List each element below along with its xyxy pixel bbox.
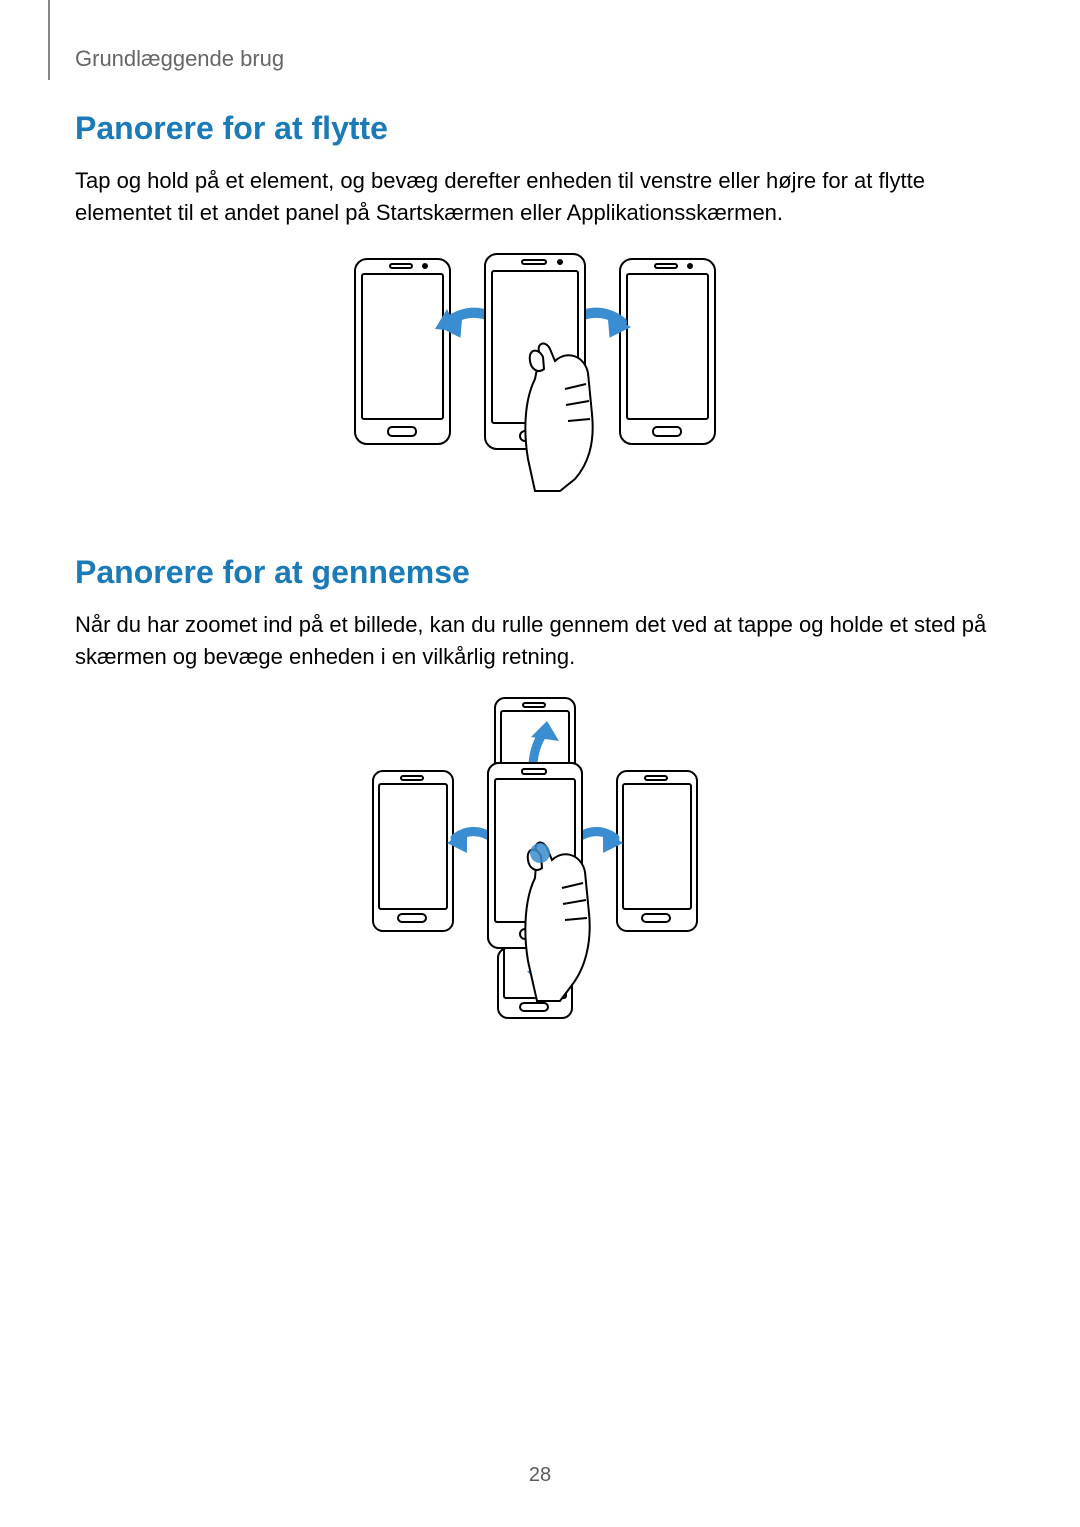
page-number: 28	[0, 1464, 1080, 1487]
section-body-pan-move: Tap og hold på et element, og bevæg dere…	[75, 165, 995, 229]
page-margin-line	[48, 0, 50, 80]
section-body-pan-browse: Når du har zoomet ind på et billede, kan…	[75, 609, 995, 673]
section-heading-pan-move: Panorere for at flytte	[75, 110, 995, 147]
illustration-pan-browse	[355, 693, 715, 1033]
section-heading-pan-browse: Panorere for at gennemse	[75, 554, 995, 591]
page-content: Panorere for at flytte Tap og hold på et…	[75, 110, 995, 1083]
illustration-pan-move	[340, 249, 730, 494]
breadcrumb: Grundlæggende brug	[75, 46, 284, 72]
